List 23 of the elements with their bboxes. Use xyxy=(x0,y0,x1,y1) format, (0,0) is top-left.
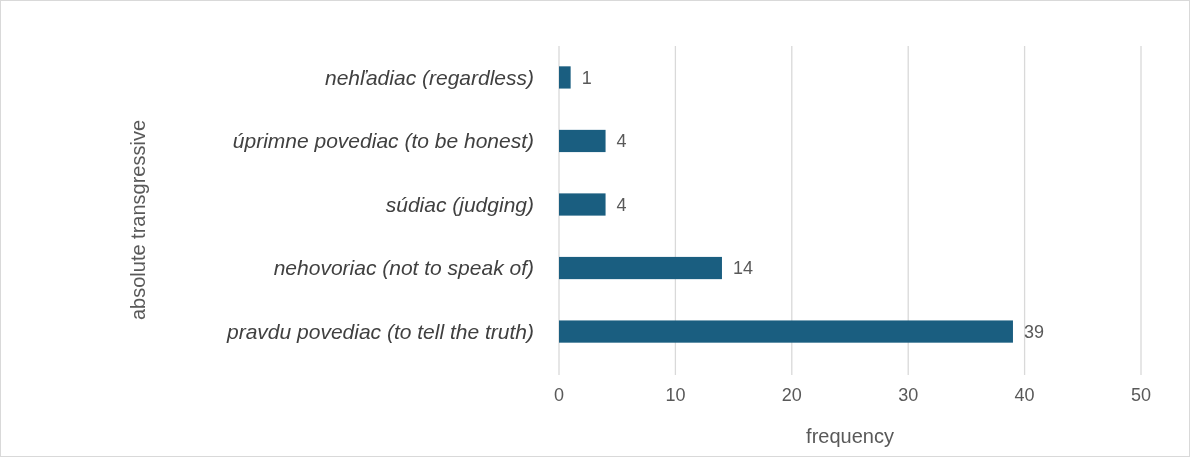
bar xyxy=(559,256,722,280)
bar xyxy=(559,129,606,153)
data-label: 4 xyxy=(616,194,627,215)
data-label: 39 xyxy=(1023,321,1044,342)
y-tick-label: úprimne povediac (to be honest) xyxy=(232,129,534,153)
x-tick-label: 50 xyxy=(1130,385,1152,406)
bar xyxy=(559,320,1013,343)
y-tick-label: súdiac (judging) xyxy=(385,192,534,216)
x-tick-label: 10 xyxy=(665,385,686,406)
bar xyxy=(559,66,571,89)
data-label: 4 xyxy=(616,131,627,152)
y-tick-label: pravdu povediac (to tell the truth) xyxy=(225,319,534,343)
x-tick-label: 30 xyxy=(898,385,919,406)
x-tick-label: 0 xyxy=(553,385,565,406)
data-label: 14 xyxy=(732,258,753,279)
x-tick-label: 20 xyxy=(781,385,802,406)
y-tick-label: nehovoriac (not to speak of) xyxy=(273,256,534,280)
bar xyxy=(559,193,606,216)
data-label: 1 xyxy=(581,67,592,88)
y-tick-label: nehľadiac (regardless) xyxy=(324,65,534,89)
y-axis-title: absolute transgressive xyxy=(127,119,149,321)
x-tick-label: 40 xyxy=(1014,385,1035,406)
x-axis-title: frequency xyxy=(806,425,894,447)
